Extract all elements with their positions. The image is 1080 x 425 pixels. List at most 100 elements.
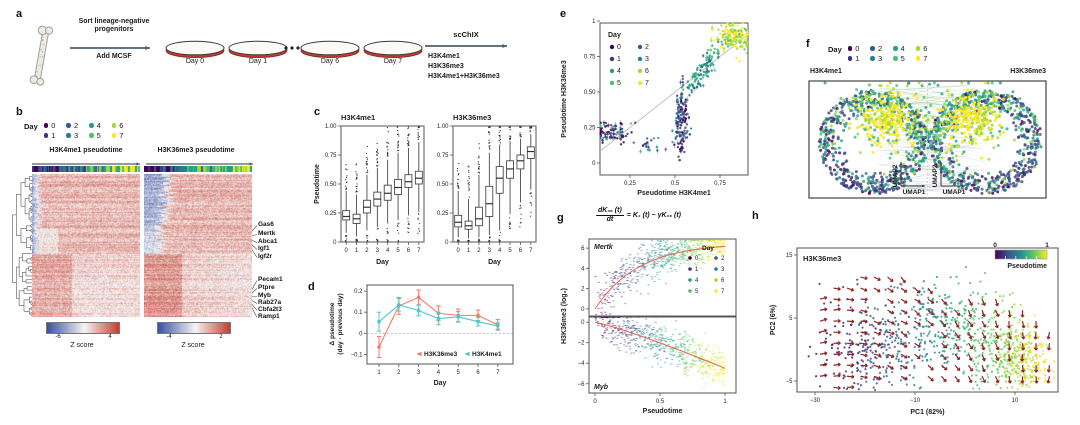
svg-text:−4: −4 bbox=[578, 361, 586, 367]
svg-text:Mertk: Mertk bbox=[594, 244, 614, 251]
svg-text:1: 1 bbox=[617, 56, 621, 63]
svg-text:−6: −6 bbox=[578, 382, 586, 388]
svg-text:0.50: 0.50 bbox=[325, 182, 337, 188]
svg-text:6: 6 bbox=[645, 68, 649, 75]
day-legend-b-title: Day bbox=[24, 122, 38, 131]
svg-text:0: 0 bbox=[345, 248, 349, 254]
svg-text:2: 2 bbox=[581, 287, 585, 293]
day-2-dot bbox=[870, 46, 875, 51]
svg-text:UMAP2: UMAP2 bbox=[932, 164, 939, 187]
svg-text:3: 3 bbox=[488, 248, 492, 254]
svg-text:5: 5 bbox=[396, 248, 400, 254]
day-4-dot bbox=[893, 46, 898, 51]
svg-text:1: 1 bbox=[723, 399, 727, 405]
experiment-schematic bbox=[29, 25, 507, 86]
svg-text:Pseudotime H3K36me3: Pseudotime H3K36me3 bbox=[561, 60, 568, 138]
svg-text:0.50: 0.50 bbox=[584, 90, 596, 96]
svg-text:H3K36me3: H3K36me3 bbox=[424, 351, 458, 358]
svg-text:6: 6 bbox=[519, 248, 523, 254]
svg-text:5: 5 bbox=[617, 80, 621, 87]
svg-text:0: 0 bbox=[359, 331, 363, 337]
svg-text:Δ pseudotime: Δ pseudotime bbox=[329, 302, 336, 345]
dish-label-day6: Day 6 bbox=[320, 58, 340, 65]
zscore-min-left: -6 bbox=[55, 334, 61, 340]
svg-text:2: 2 bbox=[721, 256, 725, 262]
gene-label: Ptpre bbox=[258, 283, 275, 291]
day-3-dot bbox=[66, 133, 71, 138]
svg-text:0: 0 bbox=[581, 320, 585, 326]
zscore-colorbar-right bbox=[157, 322, 231, 334]
panel-label-c: c bbox=[314, 106, 321, 118]
svg-text:Pseudotime: Pseudotime bbox=[314, 164, 321, 204]
svg-text:0.25: 0.25 bbox=[437, 211, 449, 217]
svg-text:Day: Day bbox=[434, 380, 447, 387]
svg-text:4: 4 bbox=[386, 248, 390, 254]
svg-text:3: 3 bbox=[417, 370, 421, 376]
svg-text:1: 1 bbox=[377, 370, 381, 376]
day-5-dot bbox=[89, 133, 94, 138]
day-2-dot bbox=[66, 123, 71, 128]
svg-text:0: 0 bbox=[617, 44, 621, 51]
panel-label-e: e bbox=[560, 8, 567, 20]
h3k4me1-pseudotime-title: H3K4me1 pseudotime bbox=[49, 147, 123, 154]
day-5-dot bbox=[893, 56, 898, 61]
svg-text:3: 3 bbox=[376, 248, 380, 254]
svg-text:1: 1 bbox=[467, 248, 471, 254]
panel-label-g: g bbox=[557, 212, 564, 224]
svg-text:2: 2 bbox=[365, 248, 369, 254]
gene-label: Ramp1 bbox=[258, 312, 280, 320]
svg-text:0: 0 bbox=[593, 399, 597, 405]
heatmap-h3k36me3 bbox=[144, 174, 252, 317]
svg-text:(day - previous day): (day - previous day) bbox=[337, 293, 344, 354]
gene-label: Myb bbox=[258, 291, 271, 299]
svg-text:2: 2 bbox=[397, 370, 401, 376]
scchix-text: scChIX bbox=[453, 30, 479, 39]
svg-text:6: 6 bbox=[407, 248, 411, 254]
day-0-dot bbox=[43, 123, 49, 128]
gene-label: Gas6 bbox=[258, 220, 274, 228]
pseudotime-scatter: 0.25 0.5 0.75 0 0.25 0.50 0.75 1 Pseudotime H3K4… bbox=[561, 19, 749, 197]
heatmap-decor bbox=[12, 162, 258, 318]
svg-text:3: 3 bbox=[645, 56, 649, 63]
svg-text:0.25: 0.25 bbox=[584, 126, 596, 132]
svg-text:0: 0 bbox=[445, 240, 449, 246]
svg-text:6: 6 bbox=[721, 278, 725, 284]
svg-text:1.00: 1.00 bbox=[325, 124, 337, 130]
zscore-max-right: 2 bbox=[219, 334, 223, 340]
svg-text:1.00: 1.00 bbox=[437, 124, 449, 130]
svg-text:H3K36me3: H3K36me3 bbox=[453, 113, 491, 122]
svg-text:Myb: Myb bbox=[594, 384, 609, 391]
day-7-dot bbox=[915, 56, 921, 61]
svg-text:7: 7 bbox=[645, 80, 649, 87]
svg-text:Day: Day bbox=[488, 259, 501, 266]
kinetics-scatter: 0 2 4 6 0 −2 −4 −6 0 0.5 1 Pseudotime H3K36me3 (log₂… bbox=[561, 238, 737, 415]
svg-text:0.5: 0.5 bbox=[656, 399, 665, 405]
day-7-dot bbox=[111, 133, 117, 138]
svg-text:4: 4 bbox=[437, 370, 441, 376]
antibody-line-3: H3K4me1+H3K36me3 bbox=[428, 73, 500, 80]
heatmap-h3k4me1 bbox=[32, 174, 140, 317]
svg-text:1: 1 bbox=[355, 248, 359, 254]
svg-text:3: 3 bbox=[721, 267, 725, 273]
zscore-max-left: 4 bbox=[108, 334, 112, 340]
svg-text:4: 4 bbox=[617, 68, 621, 75]
svg-text:2: 2 bbox=[477, 248, 481, 254]
svg-text:0.25: 0.25 bbox=[624, 181, 636, 187]
antibody-line-2: H3K36me3 bbox=[428, 63, 464, 70]
add-mcsf-text: Add MCSF bbox=[96, 53, 132, 60]
svg-text:1: 1 bbox=[592, 19, 596, 25]
gene-label: Igf1 bbox=[258, 244, 270, 252]
gene-label: Rab27a bbox=[258, 298, 282, 306]
svg-text:H3K4me1: H3K4me1 bbox=[341, 113, 375, 122]
svg-text:Day: Day bbox=[702, 245, 714, 252]
gene-label: Pecam1 bbox=[258, 275, 283, 283]
panel-label-a: a bbox=[16, 8, 23, 20]
sort-text: Sort lineage-negative progenitors bbox=[78, 18, 150, 34]
svg-text:0.75: 0.75 bbox=[714, 181, 726, 187]
formula-denominator: dt bbox=[606, 216, 614, 224]
svg-text:Pseudotime H3K4me1: Pseudotime H3K4me1 bbox=[637, 190, 711, 197]
